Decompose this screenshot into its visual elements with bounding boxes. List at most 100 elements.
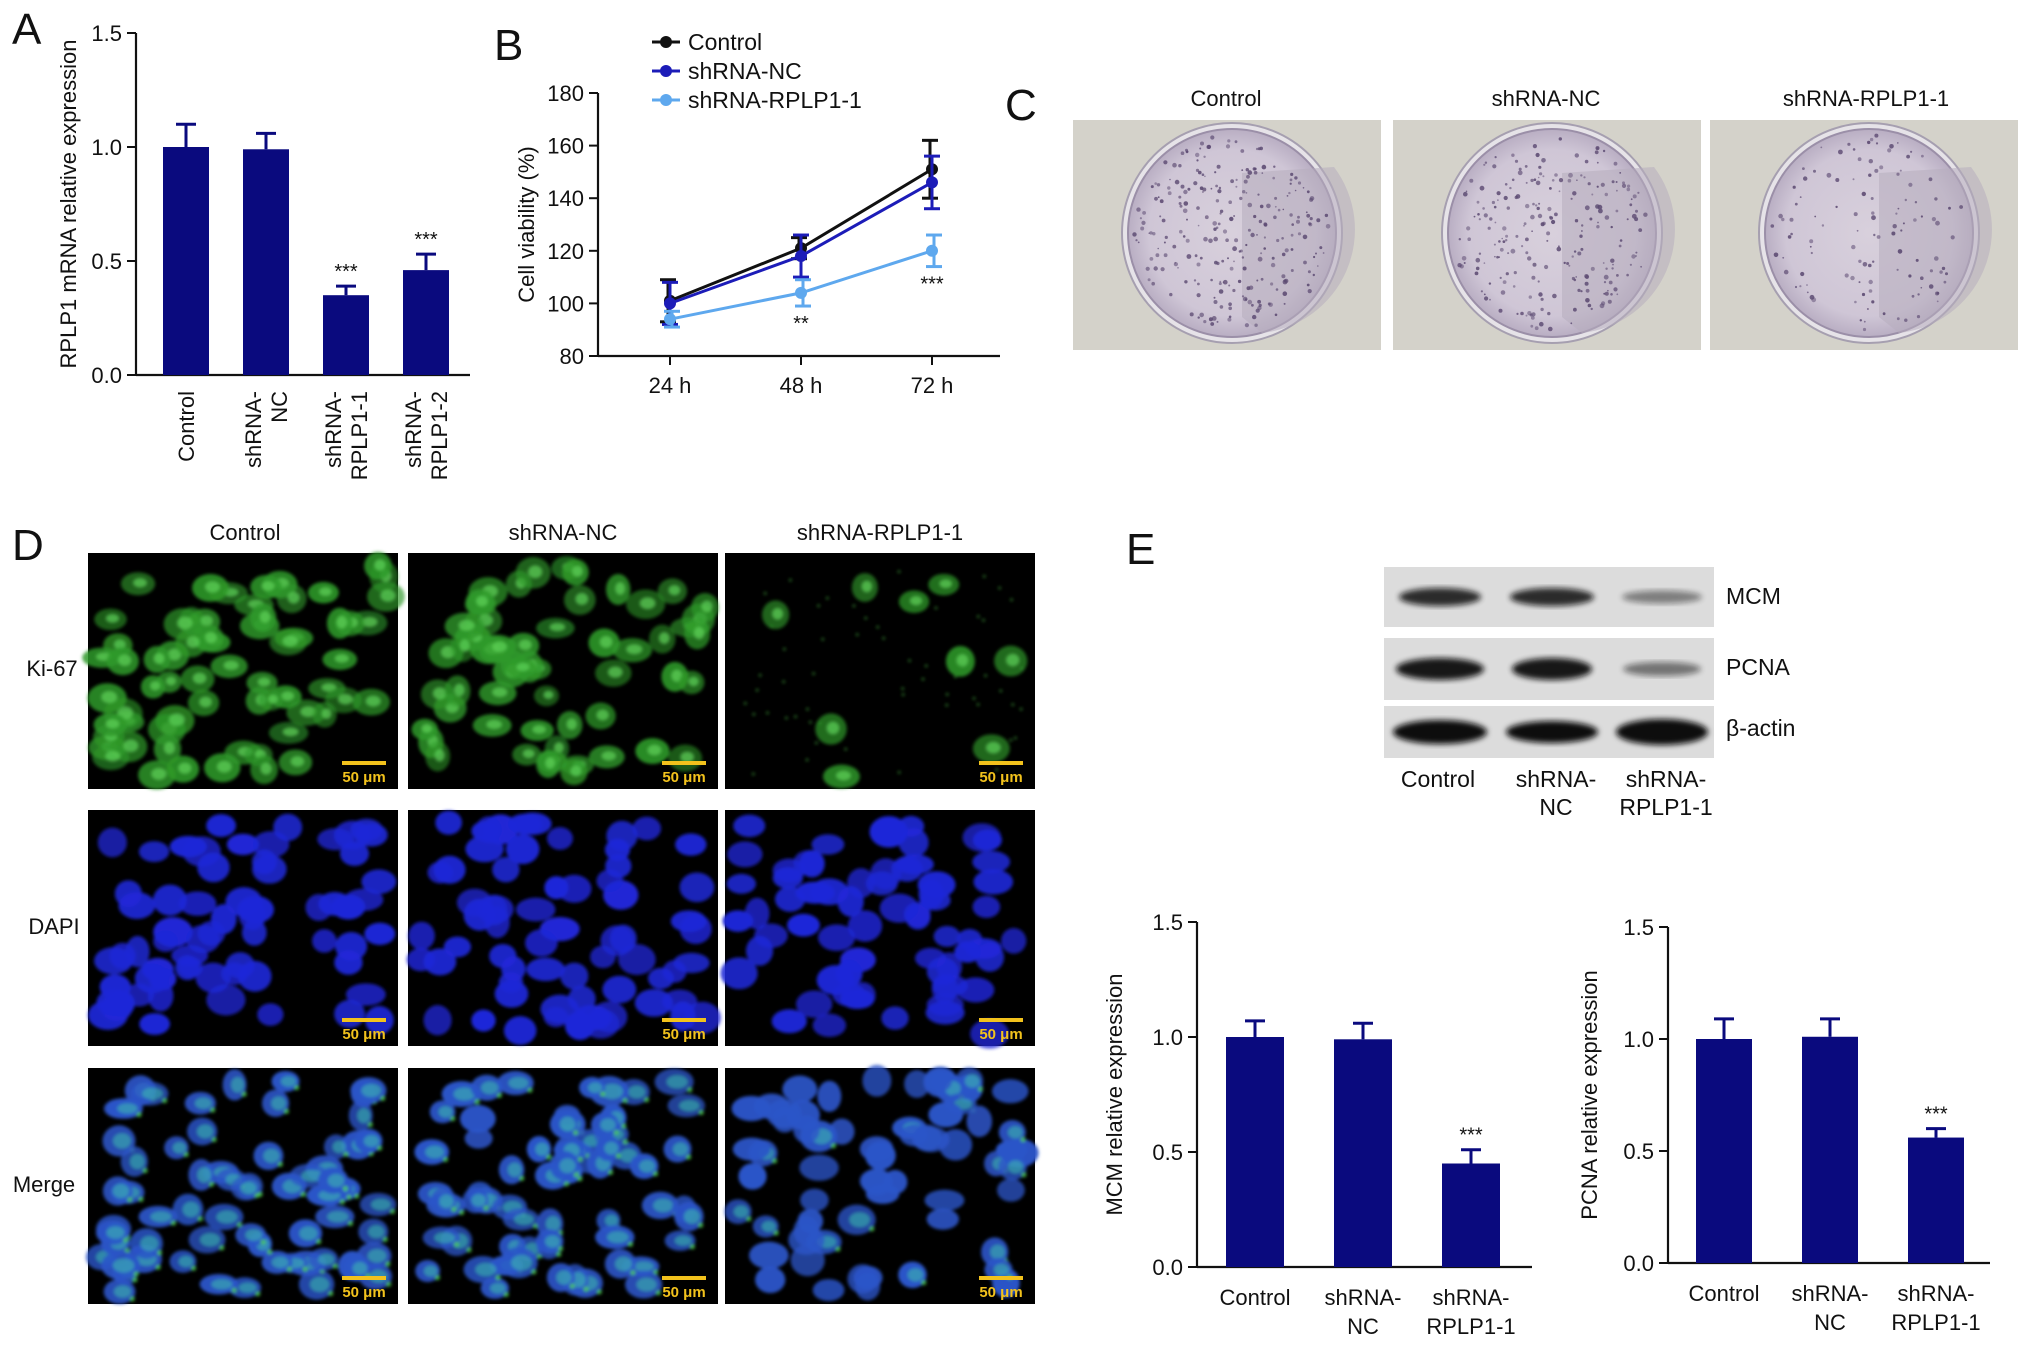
- data-point: [664, 297, 676, 310]
- if-col-label-control: Control: [210, 520, 281, 545]
- blot-band: [1616, 719, 1708, 745]
- x-tick-label: RPLP1-2: [427, 391, 452, 480]
- blot-lane-label-shrna-rplp1-1-1: shRNA-: [1626, 766, 1707, 792]
- scale-bar-label: 50 μm: [342, 1284, 385, 1301]
- bar: [1908, 1137, 1964, 1263]
- y-tick-label: 1.5: [91, 21, 122, 46]
- data-point: [795, 286, 807, 299]
- x-tick-label: shRNA-: [1791, 1281, 1868, 1306]
- if-micrograph: 50 μm: [720, 810, 1035, 1049]
- legend-marker: [660, 94, 672, 106]
- x-tick-label: shRNA-: [1897, 1281, 1974, 1306]
- panel-letter-d: D: [12, 521, 44, 570]
- scale-bar-label: 50 μm: [662, 769, 705, 786]
- chart-e-pcna-expression: 0.0 0.5 1.0 1.5 PCNA relative expression Cont…: [1577, 915, 1990, 1335]
- scale-bar-label: 50 μm: [342, 1026, 385, 1043]
- x-tick-label: RPLP1-1: [1891, 1310, 1980, 1335]
- panel-d-immunofluorescence: Control shRNA-NC shRNA-RPLP1-1 Ki-67 DAP…: [13, 520, 1039, 1305]
- significance-mark: **: [793, 313, 809, 335]
- blot-band: [1396, 658, 1484, 680]
- panel-letter-b: B: [494, 21, 523, 70]
- colony-dish-image: [1393, 120, 1701, 350]
- if-row-label-merge: Merge: [13, 1172, 75, 1197]
- significance-mark: ***: [414, 229, 438, 251]
- legend-label: shRNA-NC: [688, 58, 802, 84]
- x-tick-label: NC: [1814, 1310, 1846, 1335]
- data-point: [926, 176, 938, 189]
- x-tick-label: shRNA-: [241, 391, 266, 468]
- scale-bar-label: 50 μm: [662, 1026, 705, 1043]
- x-tick-label: 24 h: [649, 373, 692, 398]
- if-col-label-shrna-nc: shRNA-NC: [509, 520, 618, 545]
- legend-marker: [660, 65, 672, 77]
- scale-bar-label: 50 μm: [979, 1026, 1022, 1043]
- if-row-label-dapi: DAPI: [28, 914, 79, 939]
- dish-label-shrna-rplp1-1: shRNA-RPLP1-1: [1783, 86, 1949, 111]
- y-axis-label: PCNA relative expression: [1577, 970, 1602, 1219]
- if-micrograph: 50 μm: [82, 551, 405, 790]
- blot-band-label-beta-actin: β-actin: [1726, 715, 1795, 741]
- y-tick-label: 0.5: [1152, 1140, 1183, 1165]
- blot-band: [1393, 720, 1487, 744]
- x-tick-label: Control: [1689, 1281, 1760, 1306]
- dish-label-shrna-nc: shRNA-NC: [1492, 86, 1601, 111]
- y-tick-label: 0.0: [91, 363, 122, 388]
- y-tick-label: 0.0: [1623, 1251, 1654, 1276]
- chart-e-mcm-expression: 0.0 0.5 1.0 1.5 MCM relative expression Contr…: [1102, 910, 1532, 1339]
- chart-a-rplp1-mrna: 0.0 0.5 1.0 1.5 RPLP1 mRNA relative expressi…: [56, 21, 470, 480]
- colony-dish-image: [1710, 120, 2018, 350]
- if-col-label-shrna-rplp1-1: shRNA-RPLP1-1: [797, 520, 963, 545]
- if-micrograph: 50 μm: [85, 1068, 398, 1305]
- y-tick-label: 1.5: [1623, 915, 1654, 940]
- y-tick-label: 180: [547, 81, 584, 106]
- x-tick-label: shRNA-: [1432, 1285, 1509, 1310]
- bar: [163, 147, 209, 375]
- significance-mark: ***: [1459, 1125, 1483, 1147]
- bar: [243, 149, 289, 375]
- dish-label-control: Control: [1191, 86, 1262, 111]
- bar: [403, 270, 449, 375]
- bar: [1442, 1163, 1500, 1267]
- blot-band: [1506, 721, 1598, 743]
- y-tick-label: 1.0: [1152, 1025, 1183, 1050]
- significance-mark: ***: [1924, 1104, 1948, 1126]
- x-tick-label: NC: [267, 391, 292, 423]
- x-tick-label: Control: [1220, 1285, 1291, 1310]
- scale-bar-label: 50 μm: [662, 1284, 705, 1301]
- bar: [1802, 1036, 1858, 1263]
- legend-marker: [660, 36, 672, 48]
- bar: [323, 295, 369, 375]
- if-micrograph: 50 μm: [725, 553, 1035, 789]
- data-point: [664, 313, 676, 326]
- x-tick-label: NC: [1347, 1314, 1379, 1339]
- x-tick-label: RPLP1-1: [347, 391, 372, 480]
- y-tick-label: 100: [547, 291, 584, 316]
- blot-band: [1399, 588, 1481, 606]
- legend-label: shRNA-RPLP1-1: [688, 87, 862, 113]
- if-micrograph: 50 μm: [408, 1068, 718, 1304]
- y-axis-label: RPLP1 mRNA relative expression: [56, 40, 81, 369]
- panel-letter-e: E: [1126, 525, 1155, 574]
- blot-lane-label-control: Control: [1401, 766, 1475, 792]
- scale-bar-label: 50 μm: [979, 769, 1022, 786]
- blot-band: [1510, 588, 1594, 606]
- blot-band: [1623, 662, 1701, 676]
- y-tick-label: 1.0: [1623, 1027, 1654, 1052]
- y-axis-label: Cell viability (%): [514, 146, 539, 302]
- y-tick-label: 0.5: [91, 249, 122, 274]
- blot-lane-label-shrna-nc-2: NC: [1539, 794, 1572, 820]
- if-row-label-ki67: Ki-67: [26, 656, 77, 681]
- legend-label: Control: [688, 29, 762, 55]
- blot-band: [1622, 590, 1702, 604]
- blot-lane-label-shrna-nc-1: shRNA-: [1516, 766, 1597, 792]
- y-axis-label: MCM relative expression: [1102, 973, 1127, 1215]
- blot-band-label-pcna: PCNA: [1726, 654, 1791, 680]
- x-tick-label: Control: [174, 391, 199, 462]
- if-micrograph: 50 μm: [724, 1064, 1039, 1304]
- blot-strip: [1384, 638, 1714, 700]
- blot-strip: [1384, 706, 1714, 758]
- bar: [1334, 1039, 1392, 1267]
- x-tick-label: RPLP1-1: [1426, 1314, 1515, 1339]
- x-tick-label: shRNA-: [401, 391, 426, 468]
